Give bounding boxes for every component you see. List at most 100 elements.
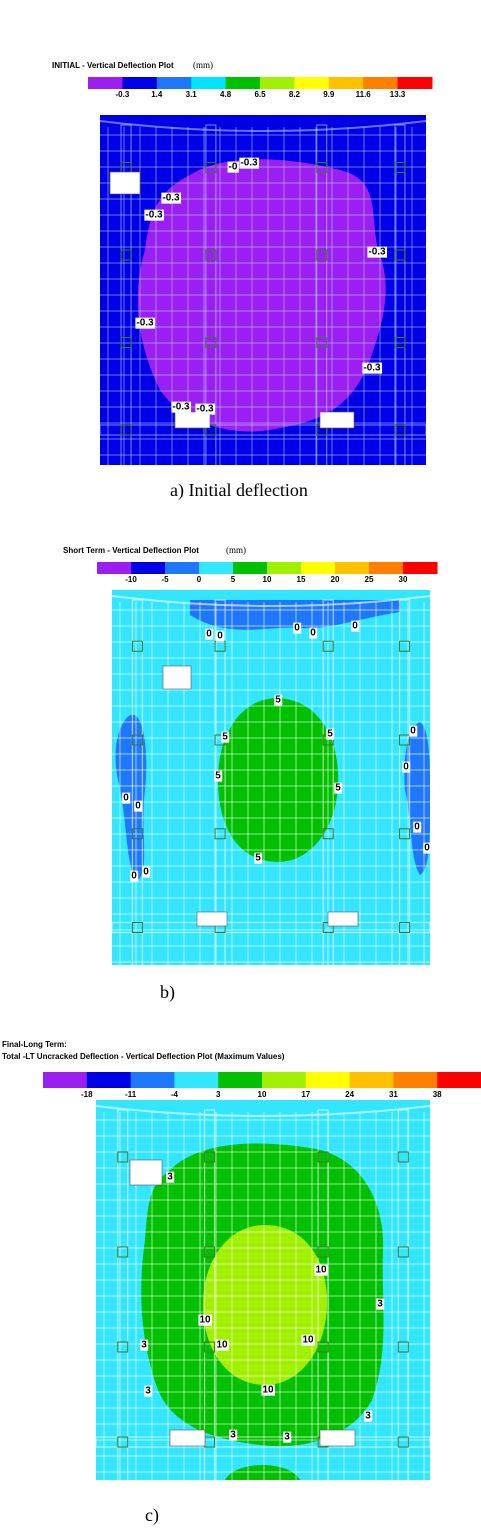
contour-label: 3 <box>145 1386 151 1397</box>
legend-swatch <box>393 1072 438 1088</box>
contour-label-box <box>130 870 139 882</box>
contour-label: 0 <box>143 867 149 878</box>
column <box>204 1246 216 1258</box>
contour-label: 3 <box>167 1172 173 1183</box>
contour-label-box <box>142 866 151 878</box>
contour-label-box <box>221 731 230 743</box>
contour-label-box <box>171 401 192 413</box>
legend-swatch <box>174 1072 219 1088</box>
column <box>117 1246 129 1258</box>
panel-title: Short Term - Vertical Deflection Plot <box>63 546 199 555</box>
contour-label-box <box>216 630 225 642</box>
slab-edge <box>100 120 426 132</box>
column <box>117 1151 129 1163</box>
column <box>317 1151 329 1163</box>
contour-label: 5 <box>222 732 228 743</box>
beam <box>100 424 426 436</box>
opening <box>174 411 211 429</box>
contour-label: 0 <box>217 631 223 642</box>
legend-label: -11 <box>125 1090 137 1099</box>
column <box>120 337 132 348</box>
beam <box>214 599 226 965</box>
contour-label-box <box>314 1264 328 1276</box>
opening <box>327 911 359 927</box>
contour-label: 0 <box>310 628 316 639</box>
contour-label-box <box>376 1298 385 1310</box>
contour-label: 0 <box>131 871 137 882</box>
slab-edge <box>96 1105 430 1117</box>
legend-swatch <box>165 562 200 574</box>
contour-label-box <box>229 1429 238 1441</box>
legend-swatch <box>86 1072 132 1088</box>
contour-label-box <box>122 792 131 804</box>
contour-label-box <box>413 821 422 833</box>
contour-label-box <box>166 1171 175 1183</box>
contour-label-box <box>161 192 182 204</box>
caption: b) <box>160 982 175 1003</box>
column <box>120 249 132 261</box>
column <box>316 249 328 261</box>
contour-label-box <box>144 1385 153 1397</box>
contour-label: 5 <box>215 771 221 782</box>
plot <box>96 1100 430 1480</box>
column <box>117 1436 129 1448</box>
slab-edge <box>112 595 430 607</box>
column <box>317 1246 329 1258</box>
contour-label-box <box>326 728 335 740</box>
column <box>316 337 328 348</box>
panel-title: Final-Long Term: <box>2 1040 67 1049</box>
contour-label-box <box>239 157 260 169</box>
column <box>316 162 328 173</box>
contour-label: -0.3 <box>363 363 381 374</box>
legend-label: 25 <box>365 575 374 584</box>
contour-label-box <box>215 1339 229 1351</box>
column <box>394 337 406 348</box>
legend-label: 24 <box>345 1090 354 1099</box>
contour-label: 0 <box>414 822 420 833</box>
legend-swatch <box>397 77 433 89</box>
contour-label: 10 <box>315 1265 327 1276</box>
legend-swatch <box>328 77 364 89</box>
legend-swatch <box>199 562 234 574</box>
contour-label-box <box>351 620 360 632</box>
beam <box>398 599 411 965</box>
column <box>117 1341 129 1353</box>
caption: c) <box>145 1505 159 1526</box>
panel: -18 -11 -4 3 10 17 24 31 38 3 3 3 3 3 3 3 10 10 10 10 10 <box>43 1072 481 1480</box>
column <box>399 640 411 652</box>
legend-label: 13.3 <box>390 90 406 99</box>
contour-region <box>190 600 400 630</box>
contour-label: 0 <box>403 762 409 773</box>
legend-swatch <box>156 77 192 89</box>
panel-title: INITIAL - Vertical Deflection Plot <box>52 61 174 70</box>
contour-label: -0.3 <box>162 193 180 204</box>
column <box>205 162 217 173</box>
contour-region <box>218 698 339 862</box>
contour-label-box <box>364 1410 373 1422</box>
panel: -0.3 1.4 3.1 4.8 6.5 8.2 9.9 11.6 13.3-0 -0.3-0.3… <box>88 77 433 465</box>
beam <box>317 1109 329 1480</box>
legend-label: -4 <box>171 1090 179 1099</box>
column <box>399 828 411 840</box>
contour-label-box <box>144 209 165 221</box>
legend-swatch <box>363 77 399 89</box>
column <box>131 640 143 652</box>
legend-swatch <box>233 562 268 574</box>
opening <box>169 1429 206 1447</box>
contour-label: 3 <box>141 1340 147 1351</box>
legend-swatch <box>262 1072 307 1088</box>
legend-swatch <box>97 562 132 574</box>
beam <box>322 599 334 965</box>
contour-label-box <box>301 1334 315 1346</box>
legend-label: -0.3 <box>116 90 130 99</box>
legend-label: 5 <box>231 575 236 584</box>
legend-label: 31 <box>389 1090 398 1099</box>
beam <box>120 124 132 465</box>
contour-label-box <box>254 852 263 864</box>
contour-label-box <box>309 627 318 639</box>
beam <box>205 124 217 465</box>
contour-label-box <box>334 782 343 794</box>
contour-label: 5 <box>275 695 281 706</box>
legend-swatch <box>43 1072 88 1088</box>
legend-swatch <box>335 562 370 574</box>
